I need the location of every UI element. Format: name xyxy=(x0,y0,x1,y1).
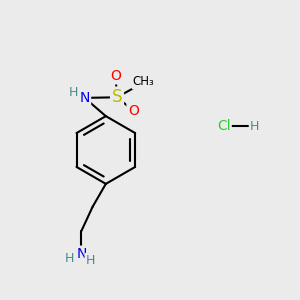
Text: N: N xyxy=(80,91,90,105)
Text: H: H xyxy=(64,252,74,265)
Text: S: S xyxy=(112,88,122,106)
Text: Cl: Cl xyxy=(217,119,230,134)
Text: O: O xyxy=(110,69,121,83)
Text: H: H xyxy=(250,120,259,133)
Text: CH₃: CH₃ xyxy=(133,76,154,88)
Text: H: H xyxy=(69,86,78,99)
Text: H: H xyxy=(85,254,95,267)
Text: N: N xyxy=(76,247,87,261)
Text: O: O xyxy=(128,103,139,118)
